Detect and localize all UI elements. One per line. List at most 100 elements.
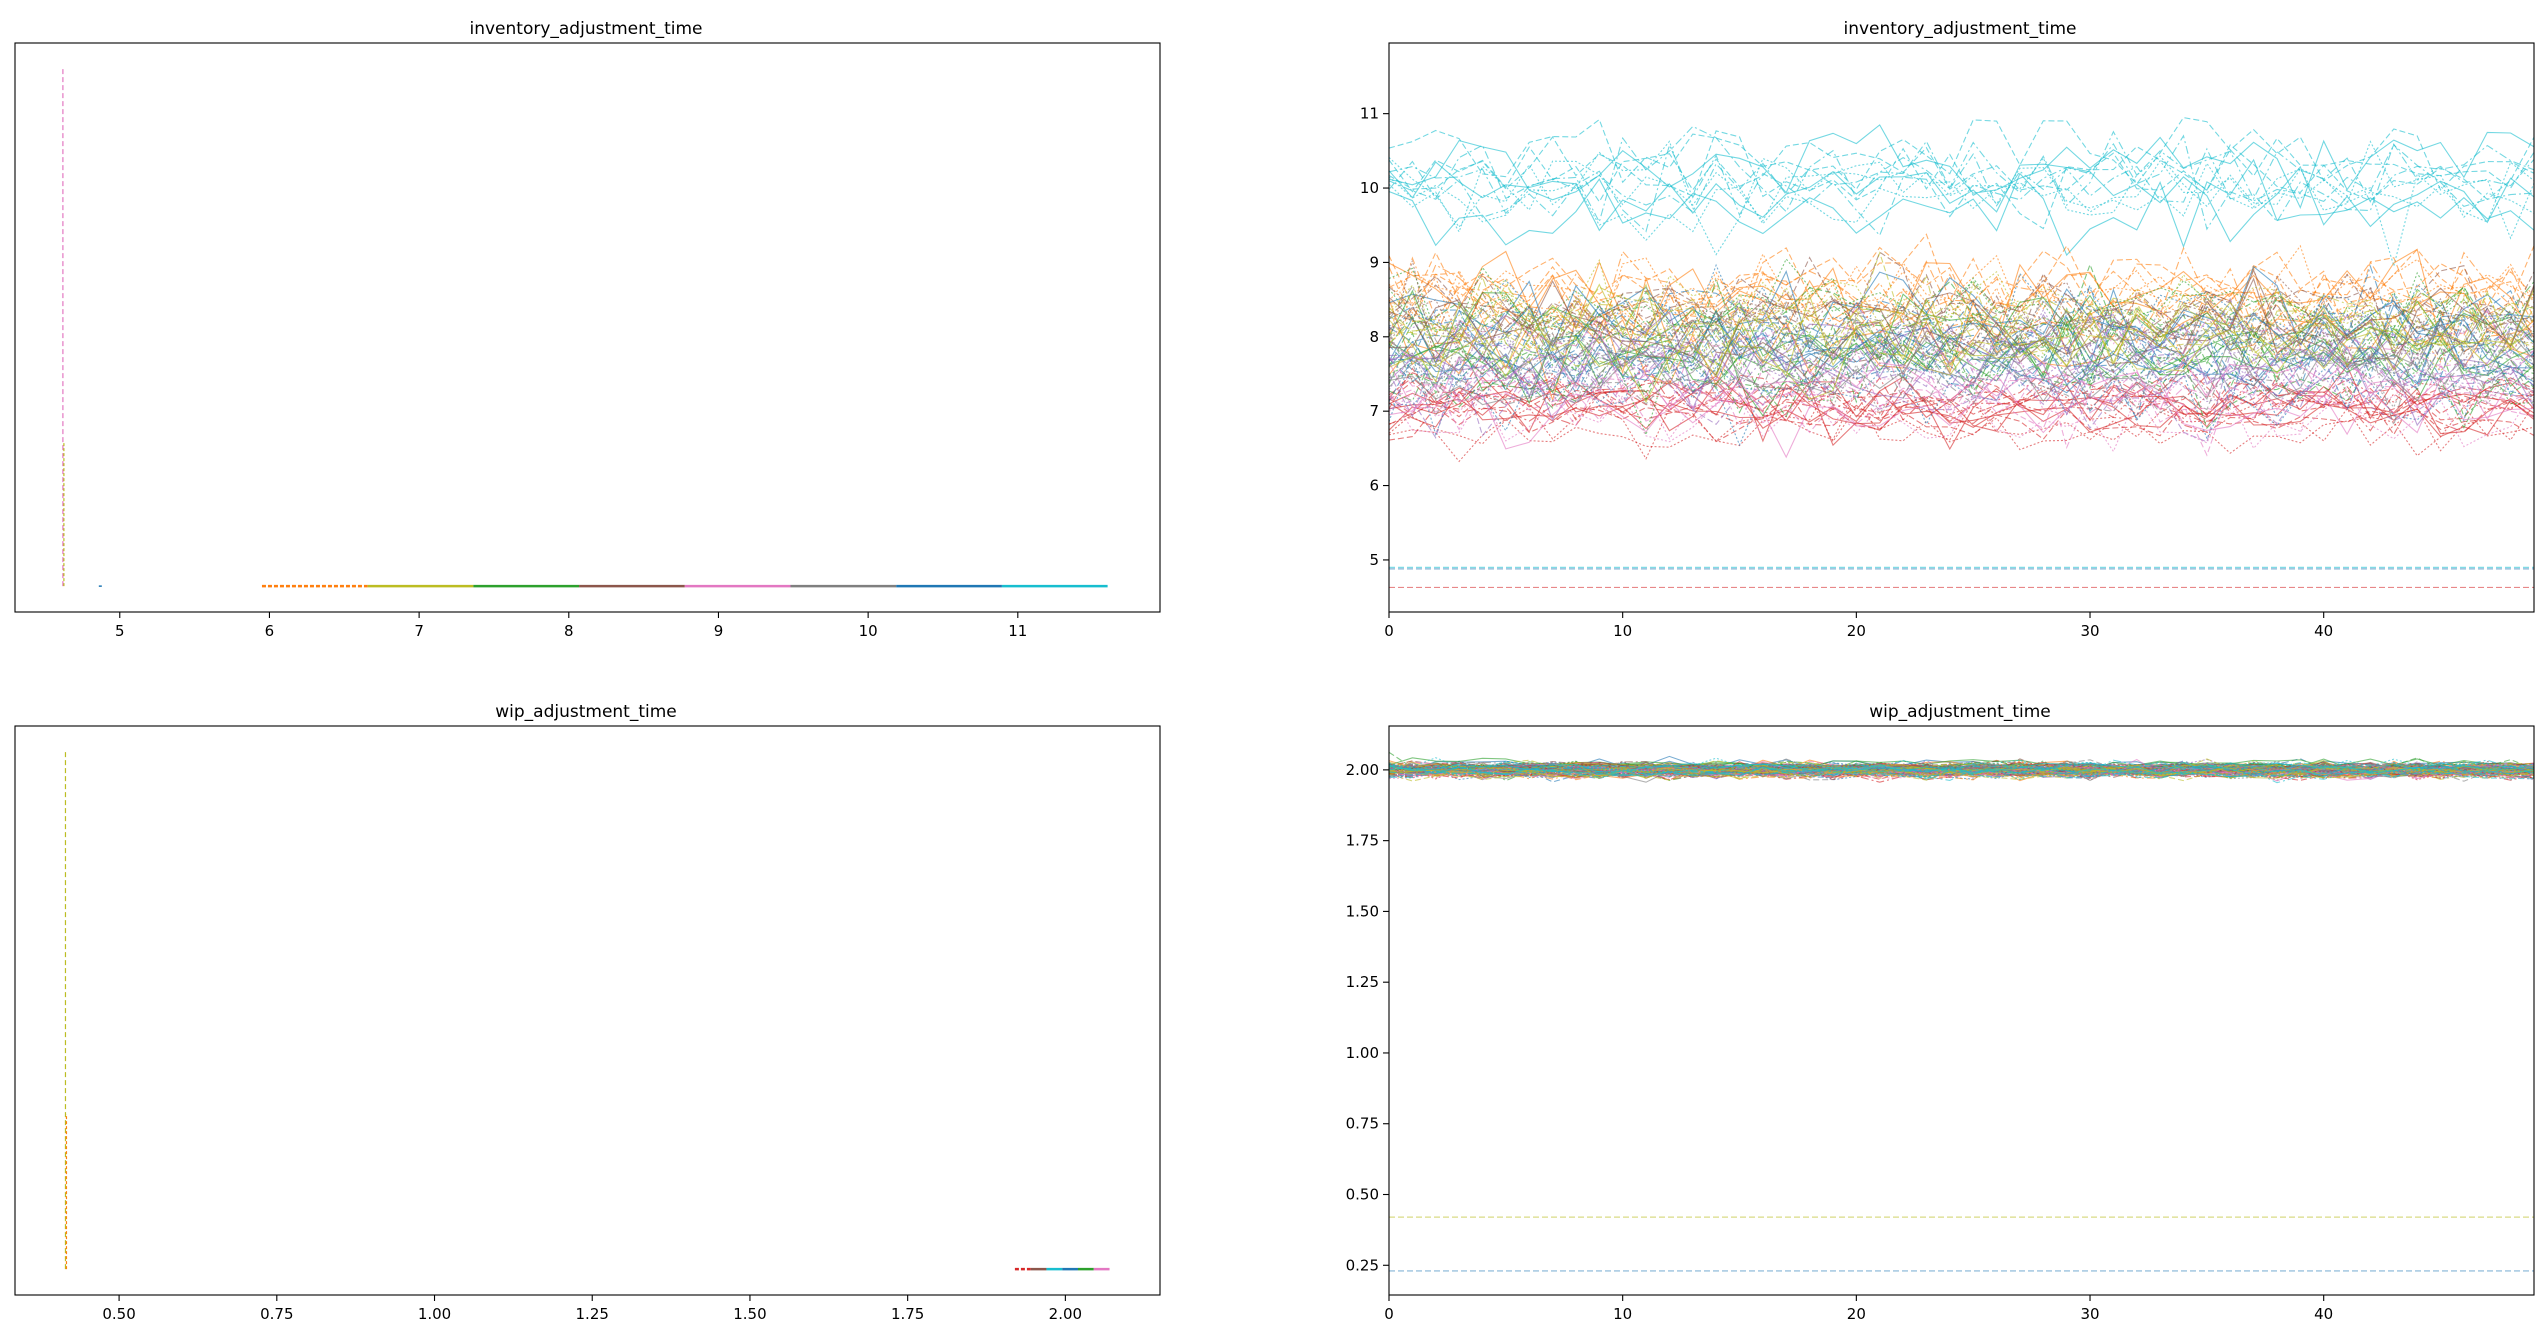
x-tick-label: 40 bbox=[2314, 1305, 2333, 1323]
trace-chain-line bbox=[1389, 142, 2534, 223]
trace-chain-line bbox=[1389, 318, 2534, 418]
trace-chain-line bbox=[1389, 329, 2534, 417]
trace-chain-line bbox=[1389, 277, 2534, 382]
x-tick-label: 10 bbox=[859, 622, 878, 640]
wip-density-ticks: 0.50 0.75 1.00 1.25 1.50 1.75 2.00 bbox=[102, 1295, 1082, 1323]
trace-chain-line bbox=[1389, 387, 2534, 434]
x-tick-label: 11 bbox=[1008, 622, 1027, 640]
wip-density-panel: wip_adjustment_time 0.50 0.75 1.00 1.25 1.50… bbox=[14, 702, 1161, 1323]
trace-chain-line bbox=[1389, 374, 2534, 459]
y-tick-label: 0.50 bbox=[1346, 1186, 1379, 1204]
trace-chain-line bbox=[1389, 316, 2534, 428]
trace-chain-line bbox=[1389, 140, 2534, 234]
inventory-trace-ticks: 0 10 20 30 40 5 6 7 8 9 10 11 bbox=[1360, 105, 2333, 640]
y-tick-label: 11 bbox=[1360, 105, 1379, 123]
trace-chain-line bbox=[1389, 390, 2534, 438]
x-tick-label: 0 bbox=[1384, 622, 1394, 640]
wip-trace-plot-area bbox=[1389, 751, 2534, 1272]
trace-chain-line bbox=[1389, 265, 2534, 374]
inventory-density-panel: inventory_adjustment_time 5 6 7 8 9 10 11 bbox=[14, 19, 1161, 640]
x-tick-label: 40 bbox=[2314, 622, 2333, 640]
trace-chain-line bbox=[1389, 260, 2534, 393]
y-tick-label: 7 bbox=[1369, 402, 1379, 420]
x-tick-label: 6 bbox=[265, 622, 275, 640]
y-tick-label: 1.50 bbox=[1346, 902, 1379, 920]
trace-chain-line bbox=[1389, 329, 2534, 447]
trace-chain-line bbox=[1389, 329, 2534, 421]
trace-chain-line bbox=[1389, 768, 2534, 780]
trace-chain-line bbox=[1389, 283, 2534, 383]
wip-trace-panel: wip_adjustment_time 0 10 20 30 40 0.25 0.50 0.7… bbox=[1346, 702, 2535, 1323]
x-tick-label: 10 bbox=[1613, 1305, 1632, 1323]
trace-chain-line bbox=[1389, 314, 2534, 411]
trace-chain-line bbox=[1389, 318, 2534, 406]
wip-density-plot-area bbox=[64, 751, 1110, 1271]
y-tick-label: 10 bbox=[1360, 179, 1379, 197]
x-tick-label: 20 bbox=[1847, 1305, 1866, 1323]
x-tick-label: 0.75 bbox=[260, 1305, 293, 1323]
inventory-density-ticks: 5 6 7 8 9 10 11 bbox=[115, 612, 1027, 640]
trace-chain-line bbox=[1389, 325, 2534, 415]
x-tick-label: 7 bbox=[414, 622, 424, 640]
y-tick-label: 5 bbox=[1369, 551, 1379, 569]
x-tick-label: 20 bbox=[1847, 622, 1866, 640]
y-tick-label: 1.00 bbox=[1346, 1044, 1379, 1062]
trace-chain-line bbox=[1389, 263, 2534, 368]
x-tick-label: 10 bbox=[1613, 622, 1632, 640]
trace-chain-line bbox=[1389, 328, 2534, 441]
inventory-trace-panel: inventory_adjustment_time 0 10 20 30 40 5 6 7 8 9… bbox=[1360, 19, 2535, 640]
trace-chain-line bbox=[1389, 140, 2534, 256]
trace-chain-line bbox=[1389, 268, 2534, 376]
trace-chain-line bbox=[1389, 323, 2534, 430]
x-tick-label: 9 bbox=[714, 622, 724, 640]
trace-chain-line bbox=[1389, 303, 2534, 374]
trace-chain-line bbox=[1389, 161, 2534, 243]
trace-chain-line bbox=[1389, 130, 2534, 230]
x-tick-label: 0 bbox=[1384, 1305, 1394, 1323]
trace-chain-line bbox=[1389, 336, 2534, 428]
trace-chain-line bbox=[1389, 364, 2534, 424]
x-tick-label: 30 bbox=[2080, 622, 2099, 640]
x-tick-label: 1.25 bbox=[576, 1305, 609, 1323]
y-tick-label: 0.75 bbox=[1346, 1115, 1379, 1133]
trace-chain-line bbox=[1389, 307, 2534, 437]
trace-chain-line bbox=[1389, 309, 2534, 404]
x-tick-label: 1.50 bbox=[733, 1305, 766, 1323]
trace-chain-line bbox=[1389, 283, 2534, 367]
x-tick-label: 30 bbox=[2080, 1305, 2099, 1323]
y-tick-label: 9 bbox=[1369, 253, 1379, 271]
trace-chain-line bbox=[1389, 388, 2534, 453]
trace-chain-line bbox=[1389, 158, 2534, 257]
x-tick-label: 1.75 bbox=[891, 1305, 924, 1323]
trace-chain-line bbox=[1389, 244, 2534, 347]
y-tick-label: 8 bbox=[1369, 328, 1379, 346]
trace-chain-line bbox=[1389, 766, 2534, 784]
x-tick-label: 0.50 bbox=[102, 1305, 135, 1323]
x-tick-label: 5 bbox=[115, 622, 125, 640]
trace-chain-line bbox=[1389, 767, 2534, 782]
inventory-density-title: inventory_adjustment_time bbox=[469, 19, 702, 39]
trace-chain-line bbox=[1389, 162, 2534, 269]
y-tick-label: 1.25 bbox=[1346, 973, 1379, 991]
y-tick-label: 0.25 bbox=[1346, 1256, 1379, 1274]
trace-chain-line bbox=[1389, 233, 2534, 316]
trace-chain-line bbox=[1389, 284, 2534, 377]
wip-trace-ticks: 0 10 20 30 40 0.25 0.50 0.75 1.00 1.25 1.50 1.75 2.0… bbox=[1346, 761, 2334, 1323]
trace-chain-line bbox=[1389, 310, 2534, 422]
wip-trace-axes-frame bbox=[1388, 725, 2535, 1296]
inventory-trace-title: inventory_adjustment_time bbox=[1843, 19, 2076, 39]
wip-density-axes-frame bbox=[14, 725, 1161, 1296]
trace-chain-line bbox=[1389, 762, 2534, 775]
trace-chain-line bbox=[1389, 320, 2534, 418]
trace-chain-line bbox=[1389, 354, 2534, 457]
trace-chain-line bbox=[1389, 322, 2534, 408]
trace-chain-line bbox=[1389, 275, 2534, 372]
wip-density-title: wip_adjustment_time bbox=[495, 702, 677, 722]
trace-chain-line bbox=[1389, 341, 2534, 413]
trace-chain-line bbox=[1389, 762, 2534, 775]
trace-chain-line bbox=[1389, 270, 2534, 352]
trace-chain-line bbox=[1389, 331, 2534, 440]
trace-chain-line bbox=[1389, 250, 2534, 344]
